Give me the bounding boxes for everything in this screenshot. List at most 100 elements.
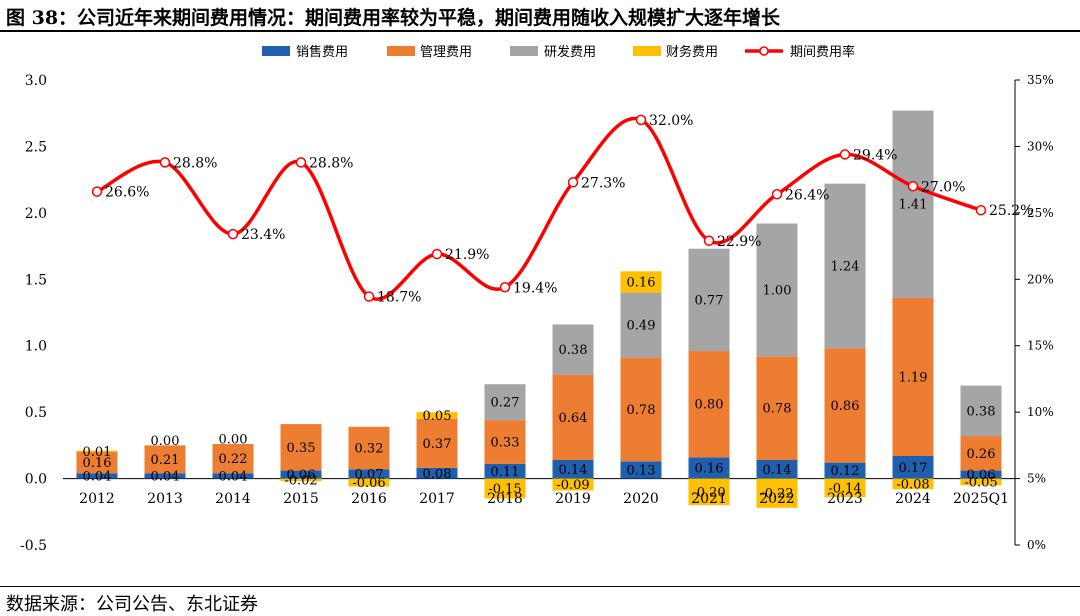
- rate-point: [703, 235, 715, 247]
- bar-admin-label: 0.35: [287, 441, 316, 456]
- legend-label: 研发费用: [544, 44, 596, 60]
- bar-admin-label: 0.32: [355, 442, 384, 457]
- bar-finance: [620, 271, 662, 293]
- bar-admin: [212, 444, 254, 474]
- bar-finance-label: -0.05: [964, 475, 997, 490]
- source-note: 数据来源：公司公告、东北证券: [6, 594, 258, 615]
- rate-point: [567, 177, 579, 188]
- rate-point: [227, 228, 239, 240]
- bar-sales: [280, 470, 322, 479]
- bar-rd: [484, 384, 526, 421]
- bar-sales-label: 0.04: [151, 469, 180, 484]
- bar-sales-label: 0.11: [491, 465, 520, 480]
- rate-label: 29.4%: [853, 147, 897, 163]
- rate-point: [363, 291, 375, 302]
- bar-admin-label: 0.37: [423, 437, 452, 452]
- bar-sales: [212, 473, 254, 479]
- bar-sales-label: 0.14: [559, 463, 588, 478]
- bar-rd: [552, 324, 594, 375]
- bar-finance-label: -0.14: [828, 481, 861, 496]
- bar-admin-label: 0.26: [967, 447, 996, 462]
- bar-finance: [76, 450, 118, 452]
- bar-sales: [416, 467, 458, 479]
- rate-label: 19.4%: [513, 280, 557, 296]
- rate-point: [91, 186, 103, 197]
- title-rule: [0, 30, 1080, 32]
- bar-rd-label: 0.38: [559, 343, 588, 358]
- bar-admin: [76, 452, 118, 474]
- x-axis-tick-label: 2019: [555, 491, 591, 507]
- bar-rd-label: 1.00: [763, 283, 792, 298]
- bar-finance: [892, 478, 934, 490]
- x-axis-tick-label: 2020: [623, 491, 659, 507]
- right-axis-tick-label: 0%: [1027, 538, 1046, 552]
- rate-label: 27.0%: [921, 179, 965, 195]
- bar-admin-label: 0.21: [151, 453, 180, 468]
- rate-point: [907, 181, 919, 192]
- x-axis-tick-label: 2014: [215, 491, 251, 507]
- rate-label: 22.9%: [717, 234, 761, 250]
- rate-label: 18.7%: [377, 290, 421, 306]
- right-axis-tick-label: 20%: [1027, 272, 1054, 286]
- right-axis-tick-label: 35%: [1027, 73, 1054, 87]
- rate-label: 28.8%: [309, 155, 353, 171]
- bar-admin: [756, 356, 798, 460]
- rate-point: [431, 248, 443, 260]
- legend-swatch: [510, 46, 538, 56]
- bar-rd-label: 1.41: [899, 198, 928, 213]
- legend-swatch-point: [759, 46, 769, 56]
- rate-point: [635, 114, 647, 126]
- bar-sales-label: 0.06: [287, 468, 316, 483]
- bar-admin-label: 0.16: [83, 456, 112, 471]
- bar-admin: [416, 418, 458, 468]
- bar-admin: [620, 357, 662, 462]
- bar-finance-label: -0.08: [896, 477, 929, 492]
- bar-finance-label: -0.02: [284, 473, 317, 488]
- bar-finance: [280, 478, 322, 482]
- bar-finance: [552, 478, 594, 491]
- rate-point: [159, 157, 171, 168]
- rate-label: 26.6%: [105, 185, 149, 201]
- bar-rd: [960, 385, 1002, 437]
- bar-sales: [552, 459, 594, 479]
- rate-label: 23.4%: [241, 227, 285, 243]
- bar-rd-label: 0.49: [627, 319, 656, 334]
- legend-label: 销售费用: [296, 44, 348, 60]
- x-axis-tick-label: 2018: [487, 491, 523, 507]
- bar-admin: [552, 374, 594, 460]
- bar-sales-label: 0.13: [627, 463, 656, 478]
- footer-rule: [0, 586, 1080, 587]
- left-axis-tick-label: 1.0: [25, 339, 47, 355]
- x-axis-tick-label: 2022: [759, 491, 795, 507]
- bar-finance-label: -0.06: [352, 476, 385, 491]
- bar-sales-label: 0.04: [83, 469, 112, 484]
- x-axis-tick-label: 2025Q1: [953, 491, 1009, 507]
- bar-sales: [960, 470, 1002, 479]
- bar-sales-label: 0.06: [967, 468, 996, 483]
- rate-label: 25.2%: [989, 203, 1033, 219]
- bar-finance-label: -0.15: [488, 482, 521, 497]
- bar-rd-label: 0.77: [695, 293, 724, 308]
- bar-admin: [144, 445, 186, 474]
- right-axis-tick-label: 5%: [1027, 472, 1046, 486]
- rate-point: [499, 282, 511, 293]
- x-axis-tick-label: 2012: [79, 491, 115, 507]
- rate-label: 32.0%: [649, 113, 693, 129]
- rate-label: 21.9%: [445, 247, 489, 263]
- left-axis-tick-label: 1.5: [25, 272, 47, 288]
- bar-finance: [824, 478, 866, 498]
- bar-sales: [756, 459, 798, 479]
- bar-finance-label: 0.16: [627, 275, 656, 290]
- legend-label: 期间费用率: [790, 44, 855, 60]
- rate-label: 26.4%: [785, 187, 829, 203]
- right-axis-tick-label: 25%: [1027, 206, 1054, 220]
- bar-sales: [484, 463, 526, 479]
- bar-admin-label: 0.78: [627, 403, 656, 418]
- rate-point: [975, 204, 987, 216]
- bar-finance-label: 0.01: [83, 445, 112, 460]
- bar-sales: [144, 473, 186, 479]
- legend-swatch: [387, 46, 415, 56]
- bar-rd: [688, 248, 730, 352]
- bar-finance: [416, 412, 458, 419]
